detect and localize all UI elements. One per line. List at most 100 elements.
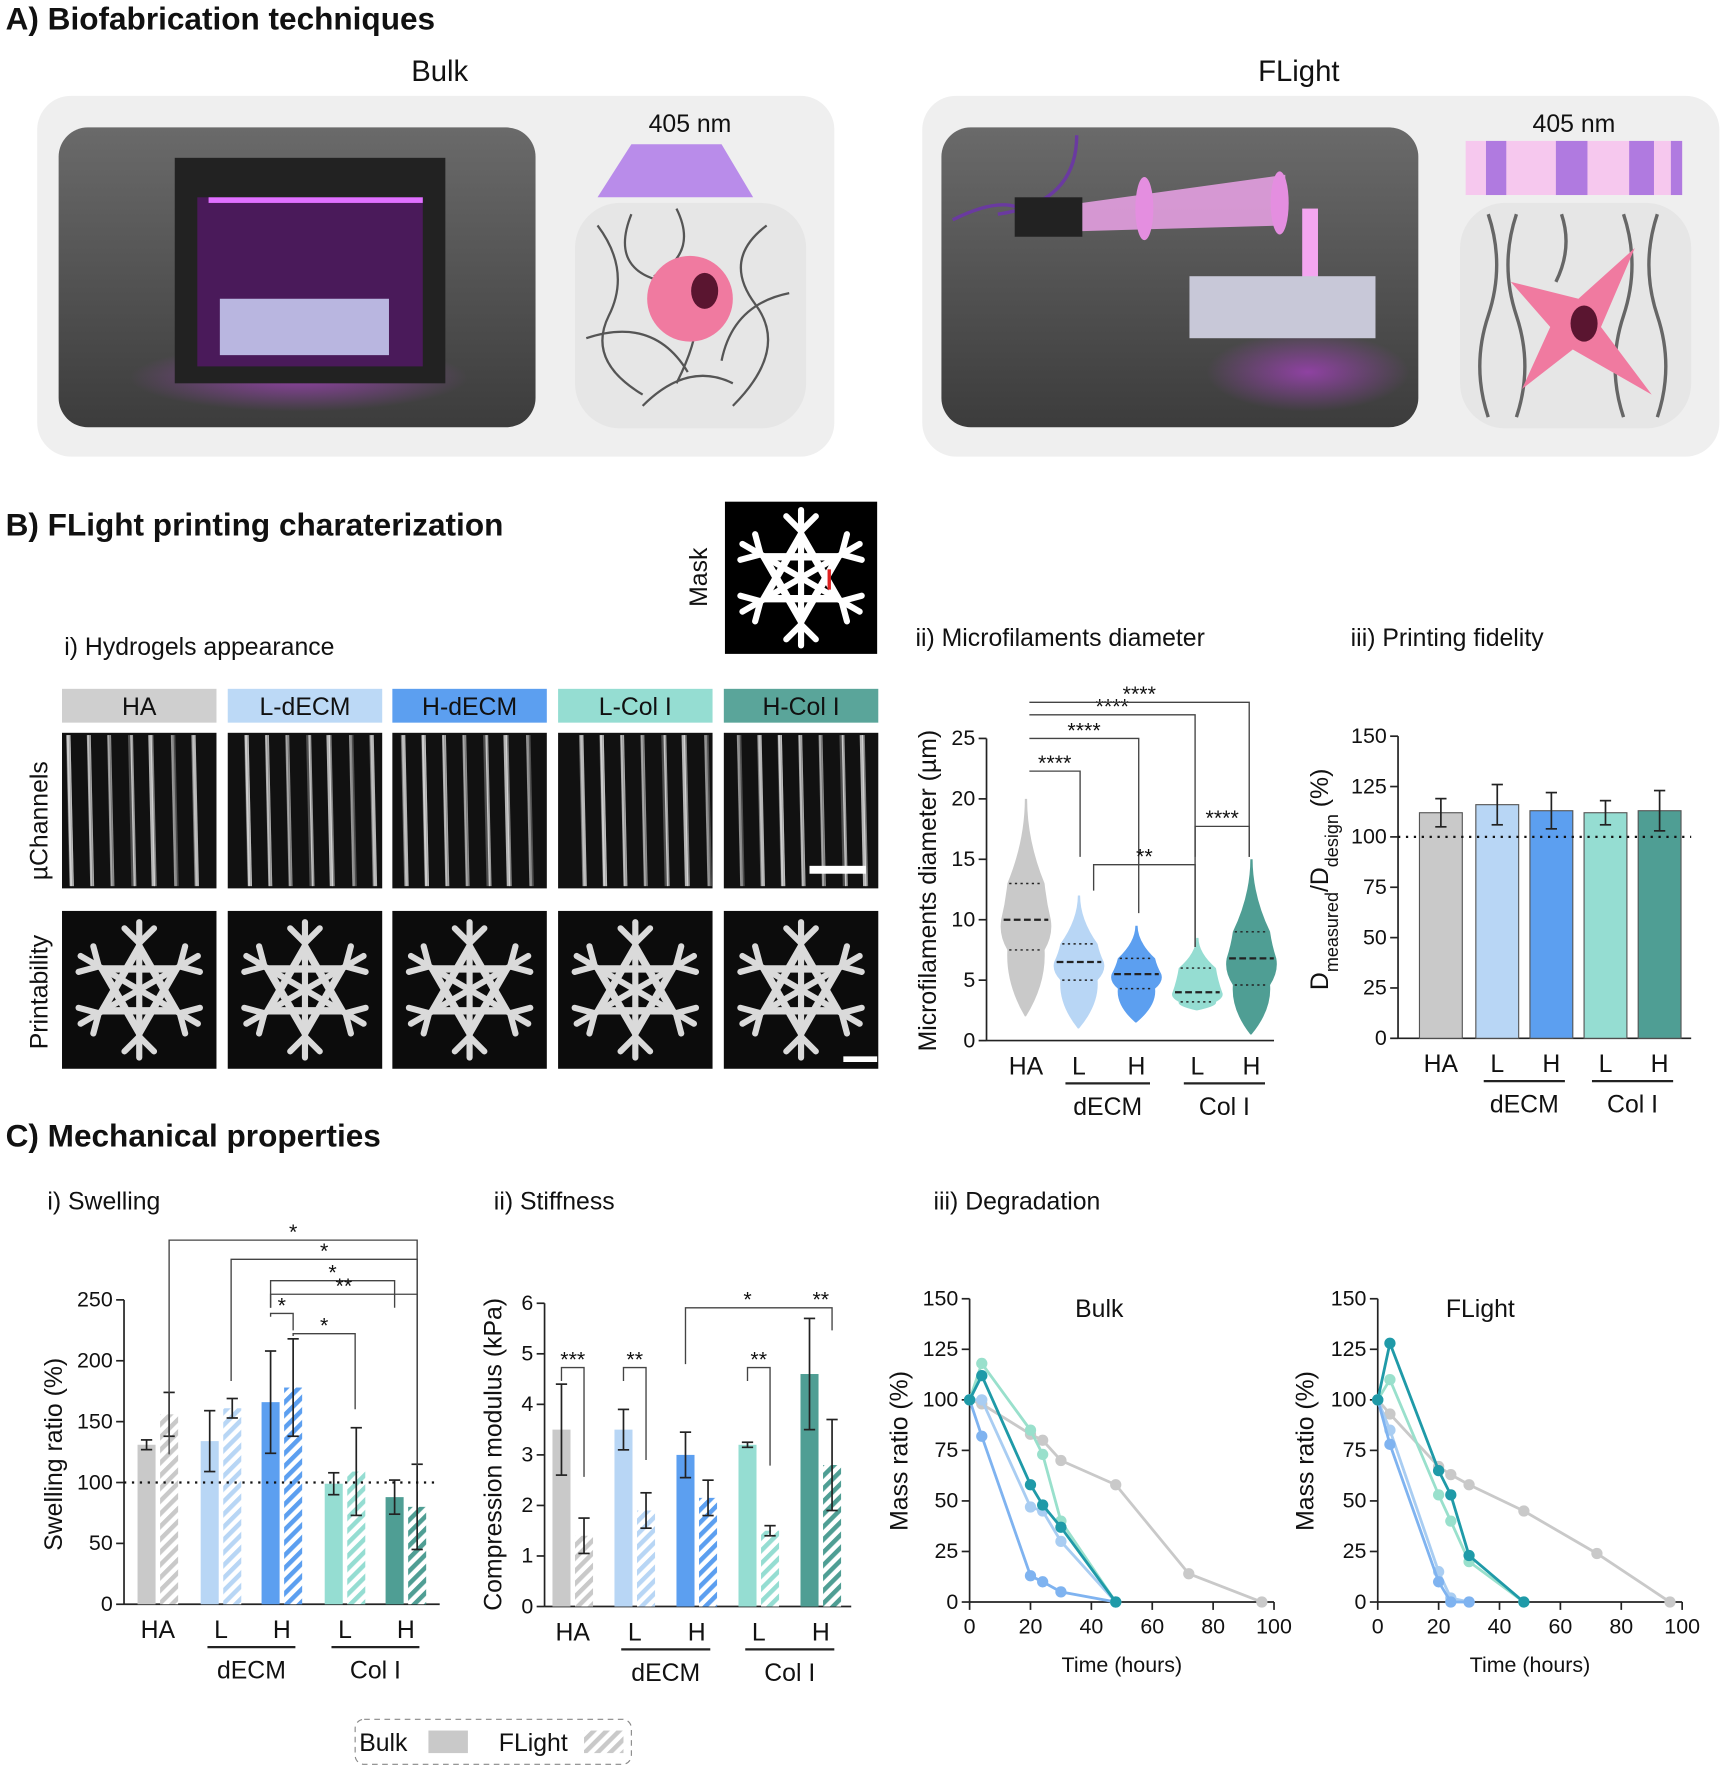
significance-bracket: [1029, 701, 1250, 857]
y-tick-label: 100: [77, 1470, 113, 1494]
y-tick-label: 250: [77, 1288, 113, 1312]
channel-streak: [503, 735, 511, 887]
channel-streak: [506, 735, 512, 887]
light-source: [1014, 197, 1083, 237]
channel-streak: [170, 735, 176, 887]
x-tick-label: 80: [1201, 1615, 1225, 1639]
wavelength: 405 nm: [1533, 111, 1616, 138]
y-tick-label: 125: [1331, 1337, 1367, 1361]
channel-streak: [130, 735, 137, 887]
significance-bracket: [269, 1293, 418, 1466]
channel-streak: [483, 735, 490, 887]
subtitle: iii) Degradation: [934, 1189, 1101, 1216]
point: [1463, 1596, 1475, 1608]
channel-streak: [442, 735, 450, 887]
bar: [823, 1465, 842, 1607]
x-tick-label: 0: [1372, 1615, 1384, 1639]
point: [1432, 1489, 1445, 1501]
lens: [1270, 171, 1289, 235]
glow: [1206, 332, 1410, 412]
significance-label: ****: [1205, 806, 1238, 830]
point: [1432, 1464, 1445, 1477]
label-part: design: [1322, 814, 1342, 867]
x-tick-label: L: [338, 1617, 352, 1644]
line: [1376, 1398, 1671, 1604]
channel-streak: [191, 735, 196, 887]
significance-bracket: [230, 1258, 418, 1466]
subtitle: Bulk: [411, 55, 468, 88]
y-tick-label: 25: [935, 1539, 959, 1563]
channel-streak: [780, 735, 786, 887]
point: [1384, 1408, 1396, 1420]
channel-streak: [684, 735, 690, 887]
fibers: [1478, 213, 1668, 418]
lens: [1135, 177, 1154, 241]
group-label: dECM: [217, 1658, 286, 1685]
hydrogel-label: L-dECM: [259, 694, 350, 721]
y-tick-label: 0: [963, 1028, 975, 1052]
channel-streak: [526, 735, 533, 887]
significance-bracket: [622, 1366, 647, 1460]
x-tick-label: 20: [1427, 1615, 1451, 1639]
channel-streak: [485, 735, 492, 887]
channel-streak: [401, 735, 409, 887]
y-tick-label: 5: [521, 1342, 533, 1366]
hydrogel-header: [558, 688, 713, 723]
point: [1384, 1373, 1396, 1386]
point: [1591, 1547, 1603, 1560]
bar: [1475, 804, 1520, 1039]
x-tick-label: 40: [1488, 1615, 1512, 1639]
bar: [800, 1374, 819, 1607]
y-tick-label: 6: [521, 1291, 533, 1315]
chart-title: iii) Printing fidelity: [1351, 625, 1545, 652]
row-label: Printability: [26, 934, 53, 1049]
channel-streak: [737, 735, 745, 887]
bar: [614, 1429, 633, 1607]
significance-label: ****: [1038, 751, 1071, 775]
channel-streak: [349, 735, 356, 887]
bar: [761, 1530, 780, 1607]
speckle-light: [1465, 140, 1683, 196]
x-tick-label: 100: [1664, 1615, 1700, 1639]
channel-streak: [757, 735, 762, 887]
x-axis-label: Time (hours): [1470, 1653, 1591, 1677]
subtitle: i) Hydrogels appearance: [64, 634, 334, 661]
label-part: measured: [1322, 892, 1342, 972]
uv-lamp: [208, 197, 423, 203]
channel-image: [227, 732, 383, 889]
violin: [1000, 798, 1052, 1017]
y-tick-label: 125: [1351, 774, 1387, 798]
significance-bracket: [1029, 714, 1196, 948]
label-part: /D: [1307, 867, 1334, 892]
x-tick-label: HA: [1424, 1051, 1459, 1078]
channel-streak: [462, 735, 470, 887]
channel-streak: [171, 735, 179, 887]
hydrogel-label: HA: [122, 694, 157, 721]
x-tick-label: 40: [1079, 1615, 1103, 1639]
y-tick-label: 0: [946, 1590, 958, 1614]
chart-title: Bulk: [1075, 1296, 1124, 1323]
y-tick-label: 50: [1363, 925, 1387, 949]
subtitle: FLight: [1258, 55, 1339, 88]
y-axis-label: Mass ratio (%): [887, 1371, 914, 1531]
group-label: Col I: [350, 1658, 401, 1685]
y-tick-label: 0: [1375, 1026, 1387, 1050]
y-tick-label: 100: [1351, 825, 1387, 849]
bar: [699, 1497, 718, 1607]
channel-streak: [424, 735, 429, 887]
channel-streak: [265, 735, 273, 887]
panel-title: C) Mechanical properties: [6, 1118, 381, 1154]
x-tick-label: L: [214, 1617, 228, 1644]
point: [1037, 1499, 1049, 1511]
x-tick-label: 100: [1256, 1615, 1292, 1639]
x-tick-label: 80: [1609, 1615, 1633, 1639]
channel-streak: [704, 735, 711, 887]
channel-streak: [819, 735, 826, 887]
x-tick-label: L: [1072, 1053, 1086, 1080]
line: [968, 1360, 1117, 1603]
channel-streak: [308, 735, 315, 887]
bar: [223, 1408, 242, 1605]
y-tick-label: 2: [521, 1493, 533, 1517]
x-tick-label: L: [1599, 1051, 1613, 1078]
significance-label: ***: [560, 1347, 585, 1371]
